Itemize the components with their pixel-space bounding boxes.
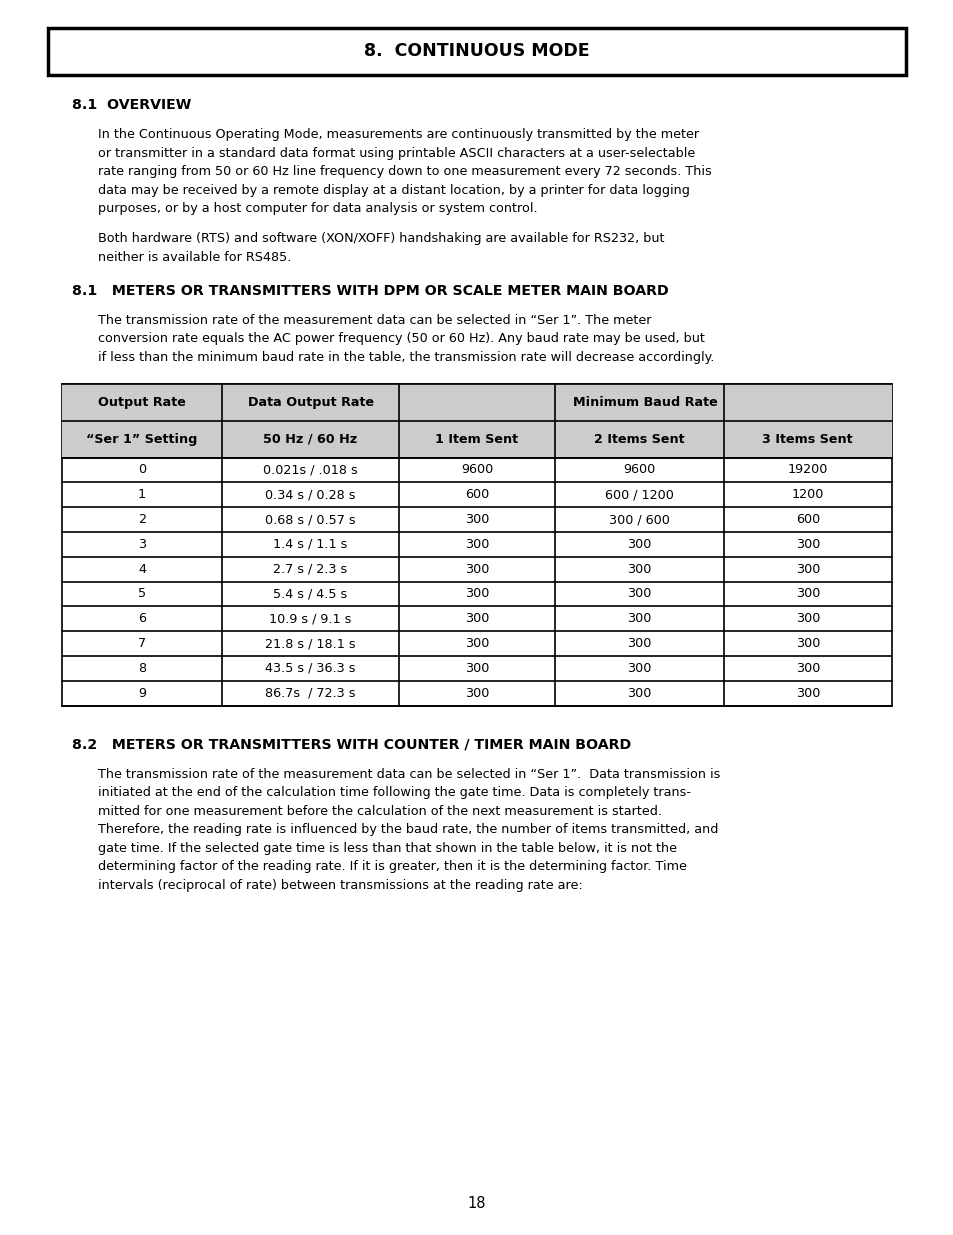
Text: 8.  CONTINUOUS MODE: 8. CONTINUOUS MODE <box>364 42 589 61</box>
Text: 21.8 s / 18.1 s: 21.8 s / 18.1 s <box>265 637 355 650</box>
Text: rate ranging from 50 or 60 Hz line frequency down to one measurement every 72 se: rate ranging from 50 or 60 Hz line frequ… <box>98 165 711 178</box>
Text: 0: 0 <box>138 463 146 477</box>
Text: 3 Items Sent: 3 Items Sent <box>761 432 852 446</box>
Text: 8.2   METERS OR TRANSMITTERS WITH COUNTER / TIMER MAIN BOARD: 8.2 METERS OR TRANSMITTERS WITH COUNTER … <box>71 737 631 752</box>
Text: 1.4 s / 1.1 s: 1.4 s / 1.1 s <box>274 537 348 551</box>
Text: 300: 300 <box>795 588 819 600</box>
Text: 600 / 1200: 600 / 1200 <box>604 488 673 501</box>
Text: 5.4 s / 4.5 s: 5.4 s / 4.5 s <box>274 588 347 600</box>
Text: 300: 300 <box>626 687 651 699</box>
Text: 2.7 s / 2.3 s: 2.7 s / 2.3 s <box>274 563 347 576</box>
Text: Output Rate: Output Rate <box>98 395 186 409</box>
Text: or transmitter in a standard data format using printable ASCII characters at a u: or transmitter in a standard data format… <box>98 147 695 159</box>
Text: 9600: 9600 <box>622 463 655 477</box>
Text: 8: 8 <box>138 662 146 674</box>
Text: data may be received by a remote display at a distant location, by a printer for: data may be received by a remote display… <box>98 184 689 196</box>
Text: 300: 300 <box>626 637 651 650</box>
Text: 19200: 19200 <box>787 463 827 477</box>
Text: 18: 18 <box>467 1195 486 1210</box>
Text: Minimum Baud Rate: Minimum Baud Rate <box>573 395 717 409</box>
Text: 300: 300 <box>464 687 489 699</box>
Text: The transmission rate of the measurement data can be selected in “Ser 1”. The me: The transmission rate of the measurement… <box>98 314 651 326</box>
Text: 300: 300 <box>464 662 489 674</box>
Text: 2 Items Sent: 2 Items Sent <box>594 432 684 446</box>
Bar <box>62 420 891 457</box>
Text: Both hardware (RTS) and software (XON/XOFF) handshaking are available for RS232,: Both hardware (RTS) and software (XON/XO… <box>98 232 664 245</box>
Text: 300: 300 <box>626 613 651 625</box>
Text: 300: 300 <box>464 588 489 600</box>
Text: 300: 300 <box>464 563 489 576</box>
Text: 1200: 1200 <box>791 488 823 501</box>
Text: 300: 300 <box>464 613 489 625</box>
Text: The transmission rate of the measurement data can be selected in “Ser 1”.  Data : The transmission rate of the measurement… <box>98 767 720 781</box>
Text: 6: 6 <box>138 613 146 625</box>
Text: 2: 2 <box>138 513 146 526</box>
Text: 300: 300 <box>626 537 651 551</box>
Text: purposes, or by a host computer for data analysis or system control.: purposes, or by a host computer for data… <box>98 203 537 215</box>
Text: 8.1  OVERVIEW: 8.1 OVERVIEW <box>71 98 192 112</box>
Text: 1: 1 <box>138 488 146 501</box>
Text: initiated at the end of the calculation time following the gate time. Data is co: initiated at the end of the calculation … <box>98 785 690 799</box>
Text: Data Output Rate: Data Output Rate <box>247 395 374 409</box>
Text: 10.9 s / 9.1 s: 10.9 s / 9.1 s <box>269 613 352 625</box>
Text: 300: 300 <box>795 563 819 576</box>
Text: determining factor of the reading rate. If it is greater, then it is the determi: determining factor of the reading rate. … <box>98 860 686 873</box>
Text: 50 Hz / 60 Hz: 50 Hz / 60 Hz <box>263 432 357 446</box>
Text: 300: 300 <box>795 662 819 674</box>
Bar <box>62 384 891 420</box>
Text: 300: 300 <box>795 613 819 625</box>
Text: 43.5 s / 36.3 s: 43.5 s / 36.3 s <box>265 662 355 674</box>
Text: 600: 600 <box>464 488 489 501</box>
Text: if less than the minimum baud rate in the table, the transmission rate will decr: if less than the minimum baud rate in th… <box>98 351 714 363</box>
Text: 1 Item Sent: 1 Item Sent <box>435 432 518 446</box>
Text: 86.7s  / 72.3 s: 86.7s / 72.3 s <box>265 687 355 699</box>
Text: 0.34 s / 0.28 s: 0.34 s / 0.28 s <box>265 488 355 501</box>
Text: mitted for one measurement before the calculation of the next measurement is sta: mitted for one measurement before the ca… <box>98 804 661 818</box>
Text: 8.1   METERS OR TRANSMITTERS WITH DPM OR SCALE METER MAIN BOARD: 8.1 METERS OR TRANSMITTERS WITH DPM OR S… <box>71 284 668 298</box>
Text: 5: 5 <box>138 588 146 600</box>
Text: conversion rate equals the AC power frequency (50 or 60 Hz). Any baud rate may b: conversion rate equals the AC power freq… <box>98 332 704 345</box>
Text: 0.68 s / 0.57 s: 0.68 s / 0.57 s <box>265 513 355 526</box>
Text: 300: 300 <box>626 662 651 674</box>
Text: Therefore, the reading rate is influenced by the baud rate, the number of items : Therefore, the reading rate is influence… <box>98 823 718 836</box>
Text: 9: 9 <box>138 687 146 699</box>
Bar <box>48 28 905 75</box>
Text: neither is available for RS485.: neither is available for RS485. <box>98 251 291 263</box>
Text: 600: 600 <box>795 513 819 526</box>
Text: 300: 300 <box>795 537 819 551</box>
Text: 7: 7 <box>138 637 146 650</box>
Text: 300: 300 <box>464 637 489 650</box>
Text: 4: 4 <box>138 563 146 576</box>
Text: 300: 300 <box>464 537 489 551</box>
Text: 300: 300 <box>795 637 819 650</box>
Text: 300: 300 <box>464 513 489 526</box>
Text: In the Continuous Operating Mode, measurements are continuously transmitted by t: In the Continuous Operating Mode, measur… <box>98 128 699 141</box>
Text: 300 / 600: 300 / 600 <box>608 513 669 526</box>
Text: 300: 300 <box>795 687 819 699</box>
Bar <box>62 384 891 705</box>
Text: 300: 300 <box>626 563 651 576</box>
Text: intervals (reciprocal of rate) between transmissions at the reading rate are:: intervals (reciprocal of rate) between t… <box>98 878 582 892</box>
Text: “Ser 1” Setting: “Ser 1” Setting <box>87 432 197 446</box>
Text: 3: 3 <box>138 537 146 551</box>
Text: 300: 300 <box>626 588 651 600</box>
Text: 0.021s / .018 s: 0.021s / .018 s <box>263 463 357 477</box>
Text: gate time. If the selected gate time is less than that shown in the table below,: gate time. If the selected gate time is … <box>98 841 677 855</box>
Text: 9600: 9600 <box>460 463 493 477</box>
